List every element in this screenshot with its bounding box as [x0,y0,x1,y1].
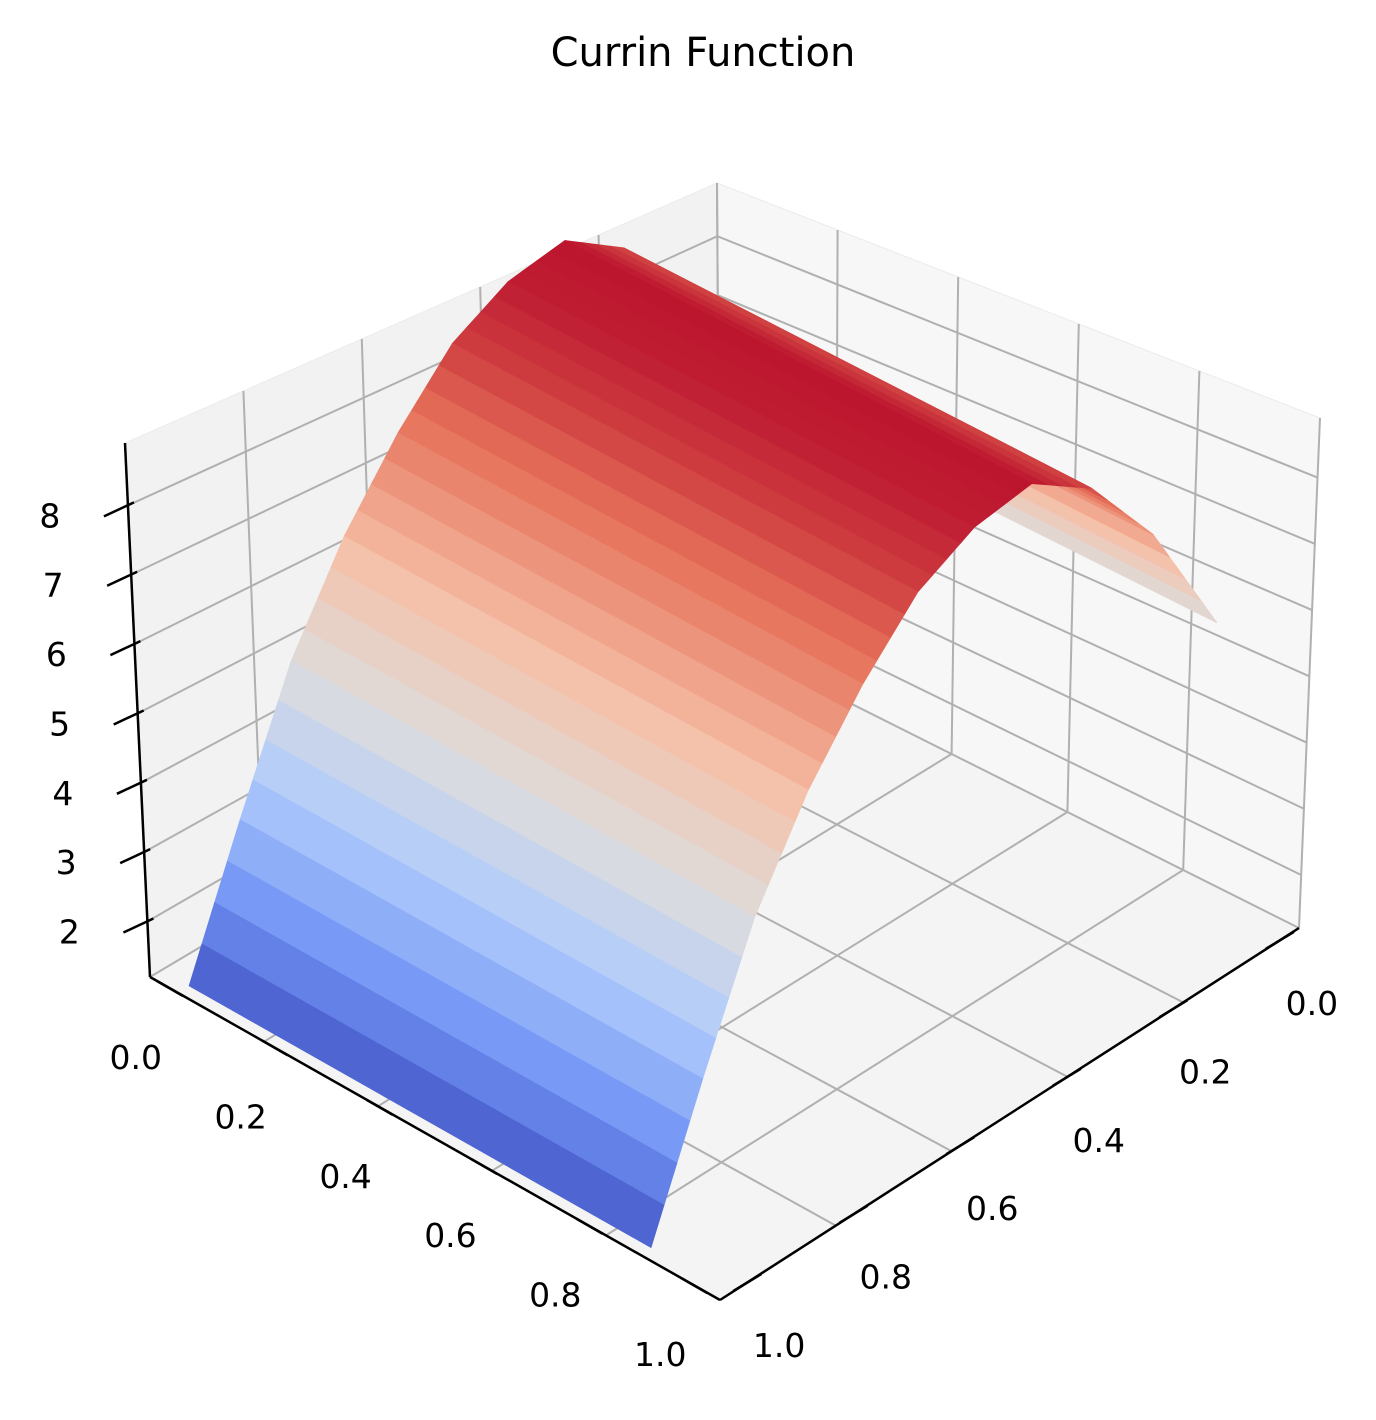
x-tick [680,1276,708,1295]
y-tick-label: 1.0 [753,1326,805,1365]
z-tick-label: 3 [56,843,77,882]
x-tick-label: 0.4 [319,1157,371,1196]
x-tick [365,1098,394,1116]
x-tick-label: 0.2 [214,1097,266,1136]
y-axis-line [719,926,1300,1302]
grid-line-z [130,294,1316,576]
z-axis-line [123,442,152,978]
y-tick-label: 0.2 [1179,1052,1231,1091]
y-tick-label: 0.8 [859,1258,911,1297]
surface-plot [188,239,1218,1249]
z-tick-label: 8 [39,496,60,535]
surface-band [188,943,665,1249]
y-tick [732,1273,762,1293]
x-tick-label: 0.6 [424,1216,476,1255]
grid-line-back-right-v [1182,370,1201,871]
y-tick-label: 0.0 [1286,984,1338,1023]
z-tick-label: 7 [43,566,64,605]
z-tick [116,778,148,795]
tick-marks [103,501,1295,1295]
x-tick [575,1217,603,1235]
x-tick [261,1039,289,1057]
x-tick-label: 1.0 [634,1335,686,1374]
x-axis-line [149,975,721,1302]
z-tick [119,848,151,865]
x-tick [470,1158,499,1176]
y-tick [1158,999,1188,1019]
z-tick-label: 6 [46,635,67,674]
z-tick [109,639,141,657]
z-tick [106,570,138,587]
x-tick-label: 0.0 [110,1038,162,1077]
chart-title: Currin Function [551,30,856,76]
tick-labels: 2 3 4 5 6 7 8 0.0 0.2 0.4 0.6 0.8 1.0 0.0 0.2 0.4 0.6 0.8… [39,496,1338,1374]
x-tick-label: 0.8 [529,1276,581,1315]
y-tick [1052,1067,1082,1087]
z-tick-label: 2 [59,913,80,952]
grid-line-back-right-v [1298,417,1321,929]
grid-line-floor-x [605,869,1184,1237]
z-tick [113,709,145,726]
z-tick-label: 4 [52,774,73,813]
grid-line-z [127,235,1318,507]
y-tick [1265,930,1295,950]
x-tick [156,979,184,998]
y-tick [839,1204,869,1224]
z-tick [103,501,135,518]
y-tick-label: 0.4 [1073,1121,1125,1160]
z-tick [122,917,154,934]
y-tick [945,1136,975,1156]
grid-line-back-right-v [1066,323,1080,813]
z-tick-label: 5 [49,704,70,743]
y-tick-label: 0.6 [966,1189,1018,1228]
axes [123,442,1300,1302]
